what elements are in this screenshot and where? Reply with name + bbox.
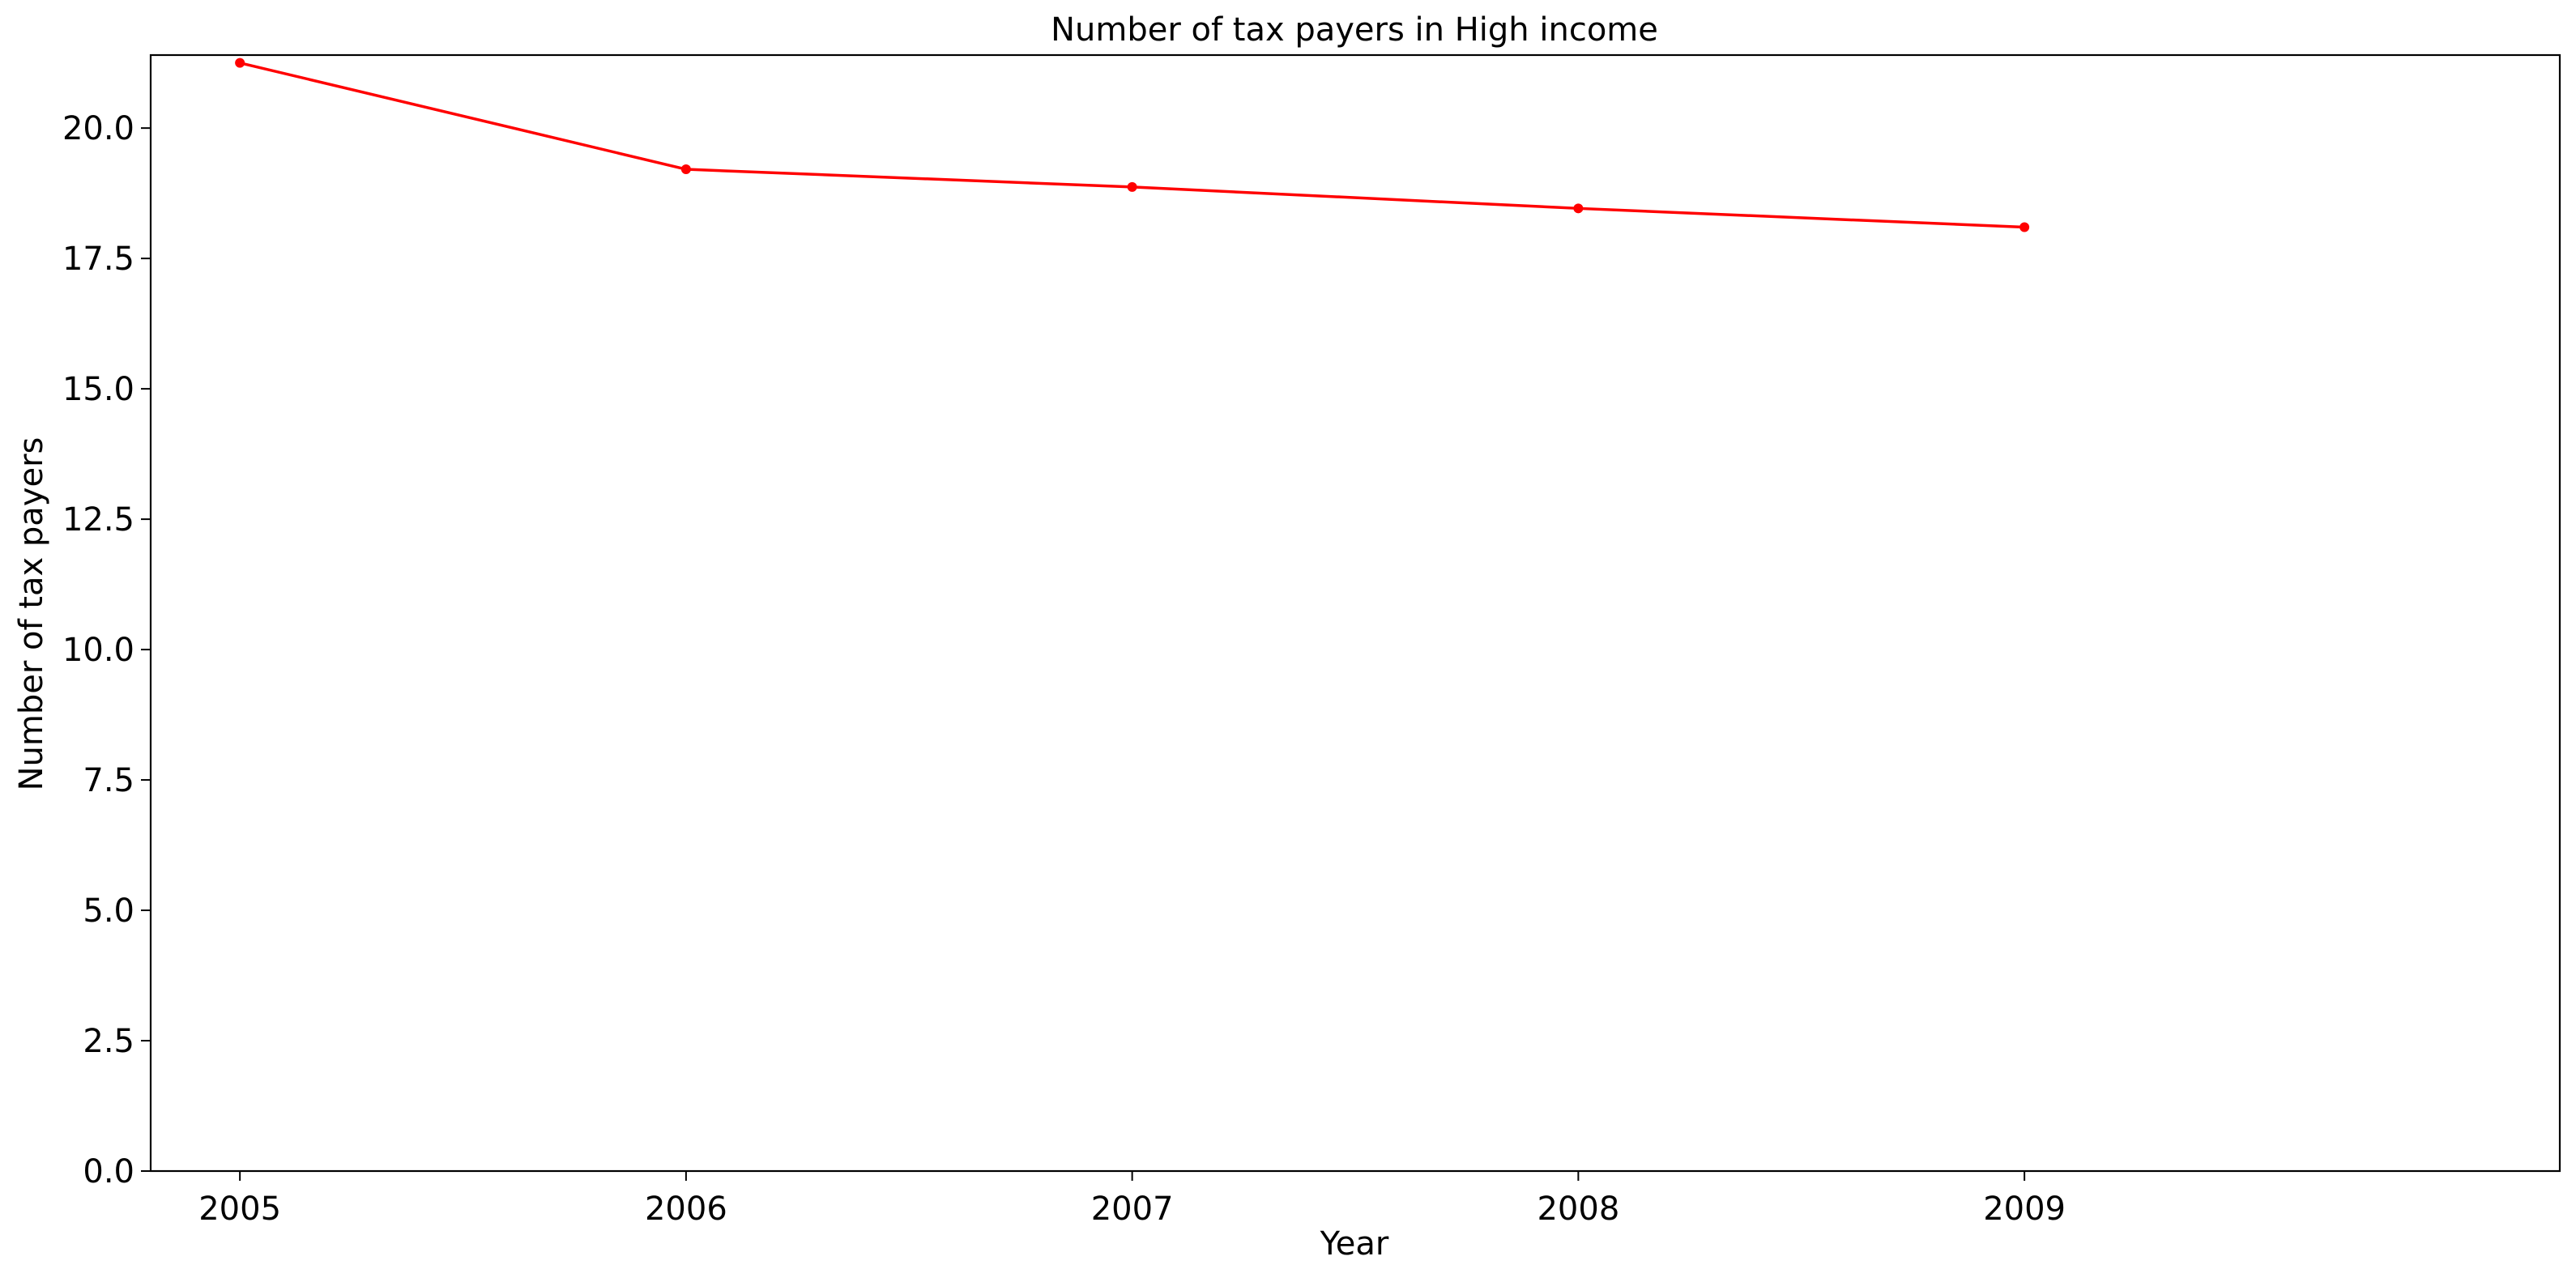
x-tick-label: 2009	[1983, 1190, 2066, 1228]
y-tick-label: 0.0	[83, 1153, 134, 1190]
data-point	[2019, 222, 2030, 232]
x-tick-label: 2007	[1091, 1190, 1174, 1228]
y-tick-label: 12.5	[62, 501, 134, 539]
x-axis-label: Year	[1320, 1225, 1389, 1263]
plot-area-frame	[149, 53, 2561, 1173]
series-layer	[235, 57, 2030, 232]
x-tick-label: 2008	[1537, 1190, 1619, 1228]
y-tick-label: 15.0	[62, 371, 134, 408]
chart-title: Number of tax payers in High income	[1051, 11, 1658, 49]
y-tick-label: 10.0	[62, 632, 134, 669]
series-line	[239, 61, 2025, 229]
data-point	[680, 164, 691, 175]
y-tick-label: 2.5	[83, 1023, 134, 1060]
data-point	[235, 57, 245, 68]
y-tick-label: 7.5	[83, 762, 134, 799]
y-axis-label: Number of tax payers	[13, 437, 50, 791]
x-tick-label: 2006	[645, 1190, 727, 1228]
x-axis-ticks: 2005 2006 2007 2008 2009	[198, 1171, 2066, 1228]
y-tick-label: 20.0	[62, 110, 134, 147]
y-tick-label: 17.5	[62, 241, 134, 278]
data-point	[1127, 181, 1137, 192]
x-tick-label: 2005	[198, 1190, 281, 1228]
data-point	[1573, 203, 1584, 214]
y-tick-label: 5.0	[83, 892, 134, 930]
y-axis-ticks: 0.0 2.5 5.0 7.5 10.0 12.5 15.0 17.5 20.0	[62, 110, 151, 1190]
